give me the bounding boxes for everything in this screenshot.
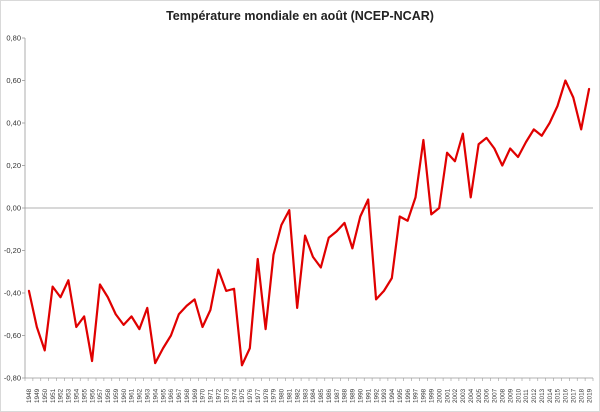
x-tick-label: 1997 [413,388,420,403]
x-axis-ticks: 1948 1949 1950 1951 1952 1953 1954 1955 1956 1957… [24,378,594,403]
x-tick-label: 1976 [247,388,254,403]
x-tick-label: 1994 [389,388,396,403]
x-tick-label: 1952 [58,388,65,403]
x-tick-label: 1949 [34,388,41,403]
x-tick-label: 2017 [570,388,577,403]
x-tick-label: 2002 [452,388,459,403]
x-tick-label: 1985 [318,388,325,403]
x-tick-label: 1977 [255,388,262,403]
x-tick-label: 1991 [365,388,372,403]
x-tick-label: 1982 [294,388,301,403]
x-tick-label: 1974 [231,388,238,403]
x-tick-label: 2000 [436,388,443,403]
x-tick-label: 1990 [357,388,364,403]
x-tick-label: 1972 [215,388,222,403]
x-tick-label: 2001 [444,388,451,403]
x-tick-label: 2008 [499,388,506,403]
x-tick-label: 1958 [105,388,112,403]
x-tick-label: 1987 [334,388,341,403]
x-tick-label: 1983 [302,388,309,403]
x-tick-label: 1959 [113,388,120,403]
x-tick-label: 1970 [200,388,207,403]
x-tick-label: 1948 [26,388,33,403]
x-tick-label: 2013 [539,388,546,403]
series-group [27,79,591,367]
x-tick-label: 1955 [81,388,88,403]
x-tick-label: 1953 [66,388,73,403]
x-tick-label: 1979 [271,388,278,403]
x-tick-label: 1963 [144,388,151,403]
x-tick-label: 1988 [342,388,349,403]
x-tick-label: 1992 [373,388,380,403]
x-tick-label: 1975 [239,388,246,403]
x-tick-label: 1966 [168,388,175,403]
x-tick-label: 1986 [326,388,333,403]
chart-title: Température mondiale en août (NCEP-NCAR) [166,9,434,23]
x-tick-label: 1962 [137,388,144,403]
y-tick-label: -0,80 [4,374,21,383]
x-tick-label: 1960 [121,388,128,403]
x-tick-label: 2015 [555,388,562,403]
y-tick-label: -0,60 [4,331,21,340]
x-tick-label: 2014 [547,388,554,403]
x-tick-label: 1951 [50,388,57,403]
x-tick-label: 1999 [428,388,435,403]
x-tick-label: 2019 [586,388,593,403]
y-tick-label: 0,80 [6,34,21,43]
x-tick-label: 1957 [97,388,104,403]
x-tick-label: 2009 [507,388,514,403]
x-tick-label: 1998 [421,388,428,403]
y-tick-label: 0,60 [6,76,21,85]
x-tick-label: 1964 [152,388,159,403]
x-tick-label: 1973 [223,388,230,403]
x-tick-label: 2011 [523,389,530,403]
x-tick-label: 1967 [176,388,183,403]
x-tick-label: 1956 [89,388,96,403]
x-tick-label: 1971 [208,388,215,403]
x-tick-label: 2003 [460,388,467,403]
x-tick-label: 1950 [42,388,49,403]
x-tick-label: 1965 [160,388,167,403]
x-tick-label: 1995 [397,388,404,403]
x-tick-label: 2016 [563,388,570,403]
x-tick-label: 1969 [192,388,199,403]
x-tick-label: 2012 [531,388,538,403]
y-tick-label: 0,00 [6,204,21,213]
x-tick-label: 2007 [492,388,499,403]
x-tick-label: 1981 [286,388,293,403]
y-tick-label: 0,40 [6,119,21,128]
y-tick-label: -0,20 [4,246,21,255]
x-tick-label: 1954 [73,388,80,403]
x-tick-label: 1984 [310,388,317,403]
x-tick-label: 2005 [476,388,483,403]
y-tick-label: 0,20 [6,161,21,170]
x-tick-label: 1996 [405,388,412,403]
y-axis-ticks: -0,80 -0,60 -0,40 -0,20 0,00 0,20 0,40 0,60 0,80 [4,34,25,383]
x-tick-label: 1978 [263,388,270,403]
x-tick-label: 2004 [468,388,475,403]
x-tick-label: 1980 [279,388,286,403]
x-tick-label: 2010 [515,388,522,403]
series-line [27,79,591,367]
x-tick-label: 1968 [184,388,191,403]
x-tick-label: 1989 [350,388,357,403]
x-tick-label: 2018 [578,388,585,403]
x-tick-label: 1993 [381,388,388,403]
x-tick-label: 2006 [484,388,491,403]
y-tick-label: -0,40 [4,289,21,298]
x-tick-label: 1961 [129,388,136,403]
